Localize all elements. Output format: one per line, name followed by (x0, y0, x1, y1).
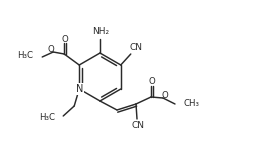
Text: H₃C: H₃C (17, 52, 33, 61)
Text: CN: CN (129, 44, 142, 52)
Text: O: O (149, 77, 155, 86)
Text: CH₃: CH₃ (183, 100, 199, 108)
Text: CN: CN (132, 121, 144, 131)
Text: O: O (162, 90, 168, 100)
Text: O: O (62, 35, 69, 44)
Text: NH₂: NH₂ (92, 28, 110, 37)
Text: O: O (48, 45, 55, 53)
Text: N: N (75, 84, 83, 94)
Text: H₃C: H₃C (39, 114, 55, 122)
